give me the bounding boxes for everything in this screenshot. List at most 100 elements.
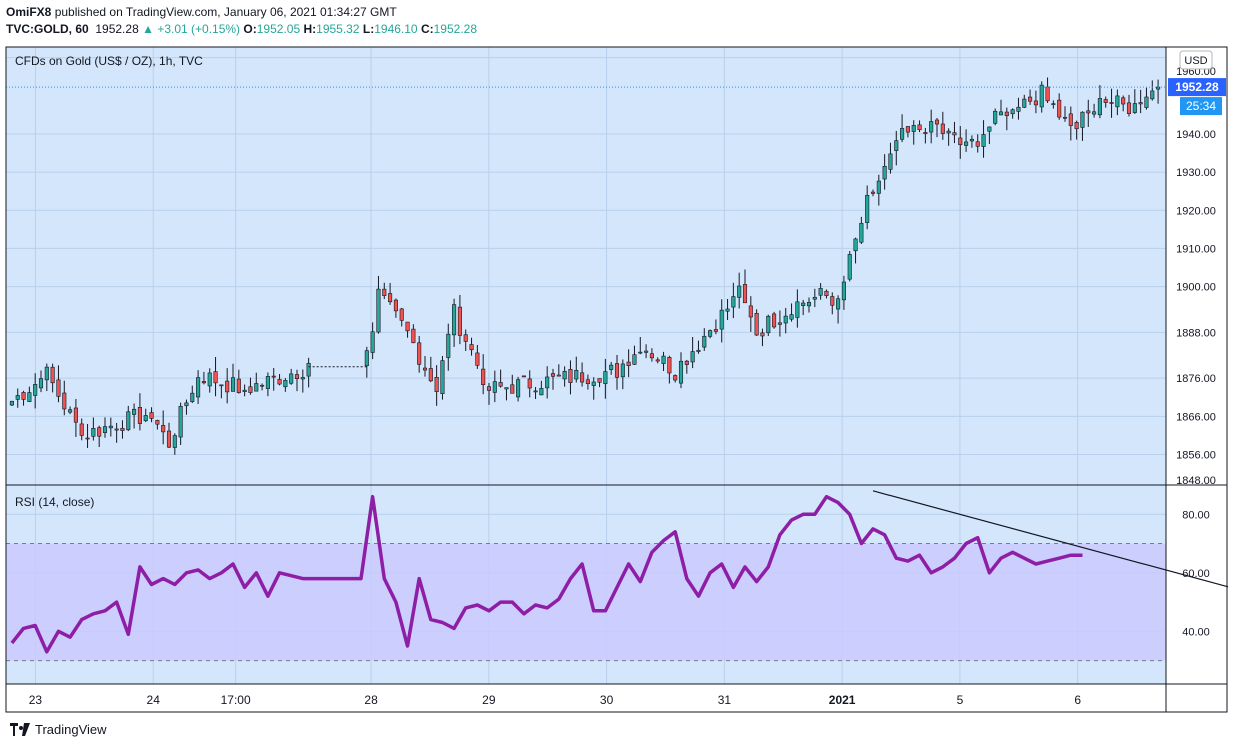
candle-body — [417, 342, 422, 365]
candle-body — [97, 427, 102, 437]
axes-group: 23 24 17:00 28 29 30 31 2021 5 61960.001940.00193… — [5, 46, 1228, 713]
open-value: 1952.05 — [256, 22, 301, 36]
candle-body — [940, 123, 945, 134]
candle-body — [655, 359, 660, 362]
candle-body — [795, 301, 800, 318]
candle-body — [1004, 111, 1009, 117]
candle-body — [993, 110, 998, 124]
x-tick-label: 30 — [600, 693, 614, 707]
candle-body — [644, 350, 649, 353]
rsi-marks — [6, 490, 1229, 662]
candle-body — [603, 371, 608, 384]
price-y-tick-label: 1848.00 — [1176, 475, 1216, 487]
candle-body — [1074, 122, 1079, 130]
price-y-tick-label: 1930.00 — [1176, 167, 1216, 179]
candle-body — [1150, 90, 1155, 100]
candle-body — [801, 302, 806, 306]
candle-body — [737, 285, 742, 298]
price-y-tick-label: 1866.00 — [1176, 411, 1216, 423]
candle-body — [923, 132, 928, 134]
rsi-y-tick-label: 80.00 — [1182, 509, 1210, 521]
candle-body — [812, 296, 817, 300]
x-tick-label: 17:00 — [221, 693, 251, 707]
candle-body — [731, 296, 736, 308]
candle-body — [870, 191, 876, 194]
candle-body — [900, 128, 905, 140]
candle-body — [399, 308, 404, 321]
candle-body — [580, 372, 585, 383]
x-tick-label: 29 — [482, 693, 496, 707]
candle-body — [510, 384, 515, 394]
candle-body — [184, 402, 189, 407]
candle-body — [166, 430, 172, 448]
currency-label: USD — [1184, 55, 1207, 67]
candle-body — [882, 166, 887, 180]
candle-body — [143, 415, 148, 422]
candle-body — [824, 290, 829, 297]
candle-body — [114, 428, 119, 431]
candle-body — [609, 364, 614, 370]
candle-body — [847, 254, 852, 280]
candle-body — [742, 284, 748, 304]
candle-body — [149, 412, 154, 419]
candle-body — [56, 379, 61, 397]
candle-body — [242, 389, 247, 392]
candle-body — [853, 238, 858, 252]
candle-body — [254, 383, 259, 392]
candle-body — [306, 362, 311, 377]
candle-body — [300, 377, 305, 380]
candle-body — [33, 384, 38, 396]
candle-body — [492, 381, 497, 393]
candle-body — [777, 322, 782, 325]
rsi-pane[interactable]: RSI (14, close) — [6, 485, 1229, 684]
candle-body — [1068, 113, 1073, 126]
price-pane-background — [6, 47, 1166, 485]
x-tick-label: 24 — [147, 693, 161, 707]
candle-body — [457, 306, 462, 336]
candle-body — [446, 333, 451, 358]
price-pane[interactable]: CFDs on Gold (US$ / OZ), 1h, TVC — [6, 47, 1166, 485]
candle-body — [760, 332, 765, 337]
candle-body — [213, 371, 218, 384]
high-value: 1955.32 — [316, 22, 360, 36]
candle-body — [1115, 95, 1120, 108]
candle-body — [946, 130, 951, 134]
candle-body — [178, 405, 183, 438]
candle-body — [486, 386, 492, 391]
candle-body — [713, 329, 718, 332]
candle-body — [626, 361, 631, 367]
price-change: +3.01 (+0.15%) — [157, 22, 241, 36]
candle-body — [998, 111, 1004, 116]
candle-body — [126, 411, 131, 431]
candle-body — [591, 381, 596, 386]
candle-body — [62, 392, 67, 410]
candle-body — [684, 360, 689, 365]
candle-body — [452, 304, 457, 336]
candle-body — [597, 378, 602, 383]
candle-body — [766, 315, 771, 334]
candle-body — [708, 330, 713, 337]
candle-body — [91, 427, 96, 437]
candle-body — [475, 352, 480, 366]
symbol-label: TVC:GOLD, 60 — [6, 22, 89, 36]
candle-body — [137, 407, 142, 424]
candle-body — [161, 425, 166, 433]
candle-body — [539, 388, 544, 396]
ohlc-legend: TVC:GOLD, 60 1952.28 ▲ +3.01 (+0.15%) O:… — [6, 22, 477, 36]
candle-body — [521, 375, 526, 378]
candle-body — [661, 355, 666, 364]
candle-body — [132, 408, 137, 415]
rsi-line — [10, 494, 1083, 654]
footer[interactable]: TradingView — [10, 722, 107, 737]
candle-body — [388, 293, 393, 303]
candle-body — [638, 351, 643, 354]
candle-body — [516, 379, 521, 398]
price-y-tick-label: 1856.00 — [1176, 449, 1216, 461]
candle-body — [568, 369, 573, 383]
rsi-y-tick-label: 40.00 — [1182, 626, 1210, 638]
candle-body — [294, 374, 300, 379]
candle-body — [620, 363, 625, 378]
candle-body — [44, 366, 49, 381]
candle-body — [905, 126, 910, 133]
